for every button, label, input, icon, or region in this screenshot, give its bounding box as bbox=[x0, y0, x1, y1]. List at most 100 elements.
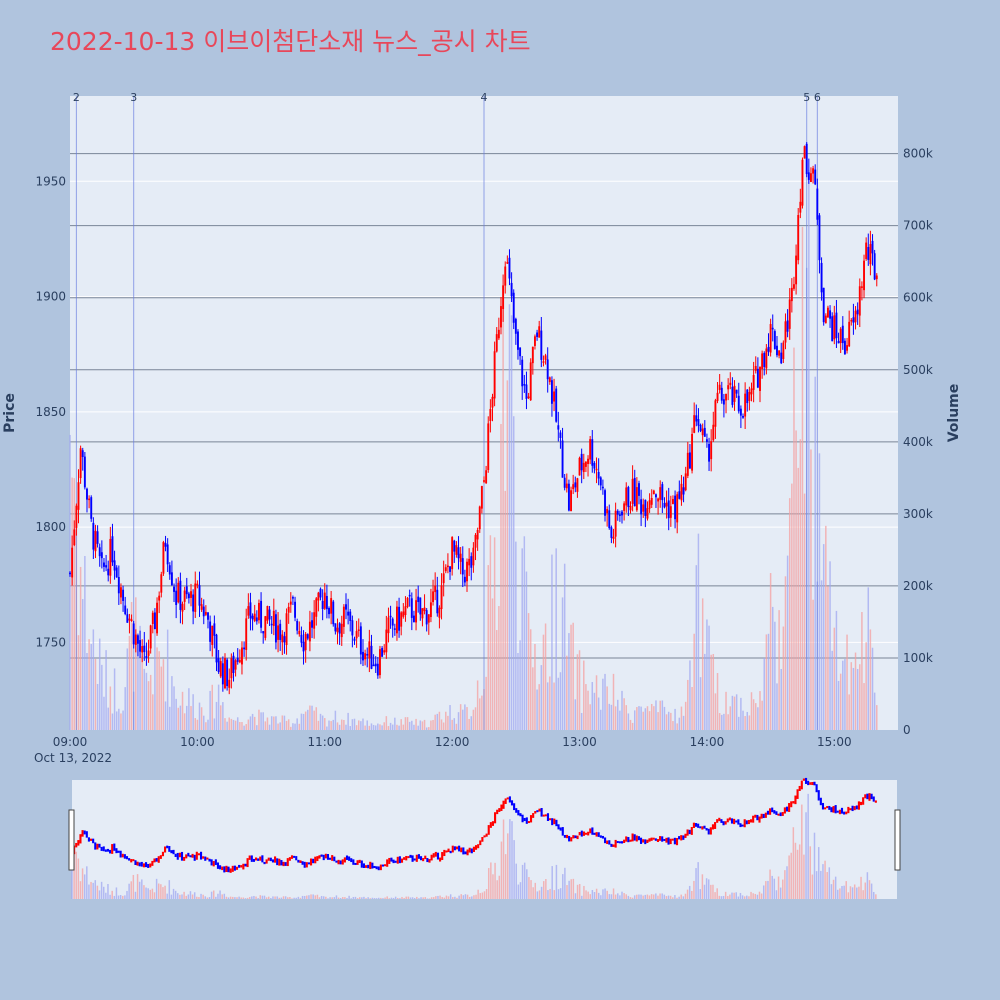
candle-body bbox=[506, 262, 509, 264]
volume-bar bbox=[597, 697, 600, 730]
volume-bar bbox=[283, 715, 286, 730]
slider-volume-bar bbox=[81, 868, 84, 899]
volume-bar bbox=[152, 694, 154, 730]
volume-bar bbox=[207, 719, 209, 730]
slider-candle bbox=[183, 856, 186, 861]
candle-body bbox=[508, 257, 511, 279]
candle-body bbox=[219, 661, 222, 677]
slider-candle bbox=[375, 866, 378, 870]
candle-body bbox=[614, 510, 617, 537]
price-tick-label: 1950 bbox=[35, 174, 66, 188]
slider-volume-bar bbox=[676, 897, 678, 899]
slider-candle bbox=[400, 858, 404, 863]
volume-bar bbox=[512, 416, 515, 730]
candle-body bbox=[729, 382, 732, 386]
slider-candle bbox=[487, 825, 490, 835]
candle-body bbox=[283, 636, 286, 643]
slider-volume-bar bbox=[551, 866, 553, 899]
volume-bar bbox=[710, 654, 712, 730]
slider-candle bbox=[305, 862, 308, 868]
slider-volume-bar bbox=[196, 896, 198, 899]
candle-body bbox=[735, 389, 738, 394]
slider-volume-bar bbox=[413, 898, 416, 899]
volume-bar bbox=[243, 725, 245, 730]
slider-candle bbox=[504, 798, 507, 804]
slider-candle bbox=[834, 805, 837, 814]
range-slider-right-handle[interactable] bbox=[894, 809, 901, 871]
volume-bar bbox=[774, 621, 776, 730]
slider-volume-bar bbox=[187, 894, 190, 899]
candle-body bbox=[362, 651, 364, 661]
volume-bar bbox=[610, 704, 613, 730]
slider-volume-bar bbox=[710, 884, 712, 899]
volume-bar bbox=[867, 587, 870, 730]
candle-body bbox=[406, 597, 409, 607]
volume-bar bbox=[506, 380, 509, 730]
slider-candle bbox=[297, 859, 300, 863]
slider-candle bbox=[261, 855, 264, 863]
volume-bar bbox=[464, 704, 466, 730]
slider-volume-bar bbox=[610, 894, 613, 899]
volume-bar bbox=[525, 571, 528, 730]
slider-candle bbox=[733, 818, 736, 825]
slider-volume-bar bbox=[422, 897, 424, 899]
volume-bar bbox=[527, 613, 530, 730]
candle-body bbox=[720, 387, 723, 401]
candle-body bbox=[627, 487, 630, 508]
slider-candle bbox=[760, 813, 763, 819]
slider-volume-bar bbox=[308, 895, 310, 899]
slider-candle bbox=[430, 854, 433, 861]
slider-candle bbox=[244, 863, 247, 867]
slider-volume-bar bbox=[246, 897, 249, 899]
slider-volume-bar bbox=[441, 897, 443, 899]
volume-bar bbox=[570, 624, 572, 730]
volume-bar bbox=[277, 723, 279, 730]
candle-body bbox=[476, 530, 479, 540]
volume-bar bbox=[247, 719, 250, 730]
volume-bar bbox=[835, 610, 838, 730]
slider-candle bbox=[773, 810, 776, 814]
slider-volume-bar bbox=[727, 896, 729, 899]
candle-body bbox=[204, 611, 207, 615]
candle-body bbox=[752, 375, 755, 390]
volume-bar bbox=[788, 498, 791, 730]
volume-bar bbox=[336, 722, 339, 730]
candle-body bbox=[784, 321, 787, 343]
slider-candle bbox=[455, 846, 459, 850]
volume-bar bbox=[481, 695, 483, 730]
candle-body bbox=[451, 537, 454, 570]
slider-candle bbox=[164, 846, 167, 853]
slider-candle bbox=[373, 865, 376, 869]
slider-candle bbox=[417, 854, 420, 859]
slider-volume-bar bbox=[377, 897, 380, 899]
volume-bar bbox=[213, 718, 216, 730]
candle-body bbox=[722, 399, 725, 405]
slider-candle bbox=[348, 856, 351, 861]
range-slider[interactable] bbox=[72, 780, 897, 899]
slider-candle bbox=[89, 838, 93, 841]
candle-body bbox=[190, 591, 192, 598]
volume-bar bbox=[776, 683, 778, 730]
slider-candle bbox=[561, 827, 564, 836]
candle-body bbox=[593, 462, 596, 469]
candle-body bbox=[756, 368, 759, 388]
candle-body bbox=[147, 650, 150, 656]
candle-body bbox=[831, 316, 834, 342]
slider-volume-bar bbox=[314, 895, 317, 899]
candle-body bbox=[867, 246, 870, 260]
candle-body bbox=[803, 146, 806, 159]
volume-bar bbox=[351, 719, 354, 730]
slider-candle bbox=[555, 819, 558, 827]
slider-volume-bar bbox=[699, 889, 702, 899]
volume-bar bbox=[368, 725, 371, 730]
candle-body bbox=[712, 424, 715, 441]
volume-bar bbox=[852, 667, 855, 730]
candle-body bbox=[795, 255, 798, 285]
slider-candle bbox=[235, 866, 239, 870]
slider-volume-bar bbox=[251, 896, 253, 899]
slider-volume-bar bbox=[674, 895, 676, 899]
slider-volume-bar bbox=[445, 895, 448, 899]
slider-candle bbox=[121, 853, 124, 858]
candle-body bbox=[776, 345, 778, 356]
range-slider-left-handle[interactable] bbox=[68, 809, 75, 871]
